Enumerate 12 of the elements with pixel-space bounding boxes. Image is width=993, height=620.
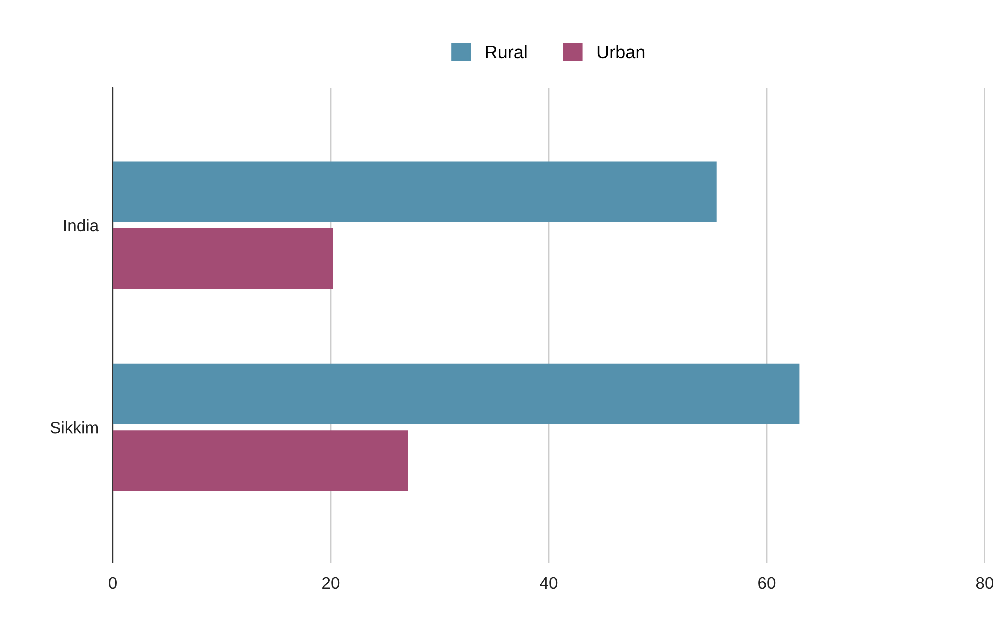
bar	[113, 364, 800, 425]
x-tick-label: 20	[322, 577, 340, 590]
legend-label: Urban	[598, 45, 645, 59]
bar	[113, 228, 334, 290]
x-tick-label: 60	[758, 577, 776, 590]
legend-label: Rural	[486, 45, 527, 59]
y-tick-label: India	[64, 219, 100, 232]
x-tick-label: 0	[109, 577, 117, 590]
bar	[113, 430, 408, 492]
y-tick-label: Sikkim	[50, 422, 98, 434]
bar	[113, 162, 717, 222]
x-tick-label: 40	[540, 577, 558, 590]
